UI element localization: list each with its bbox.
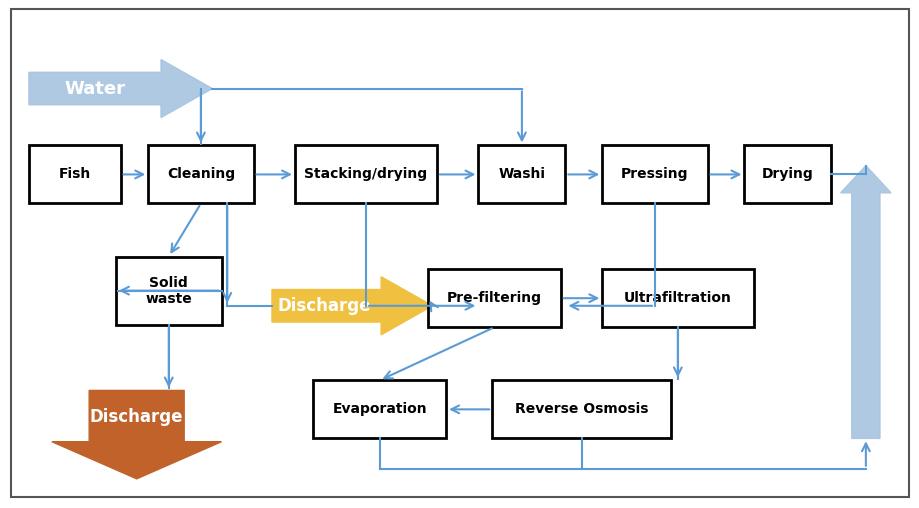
Text: Pressing: Pressing xyxy=(620,168,688,181)
Bar xyxy=(743,145,831,204)
Text: Solid
waste: Solid waste xyxy=(145,275,192,306)
Text: Fish: Fish xyxy=(59,168,91,181)
Bar xyxy=(28,145,120,204)
Text: Cleaning: Cleaning xyxy=(166,168,234,181)
Bar xyxy=(295,145,437,204)
Polygon shape xyxy=(272,277,432,335)
Polygon shape xyxy=(51,391,221,479)
Text: Pre-filtering: Pre-filtering xyxy=(447,291,541,305)
Bar xyxy=(312,380,446,438)
Bar xyxy=(602,269,753,327)
Text: Stacking/drying: Stacking/drying xyxy=(304,168,427,181)
Text: Discharge: Discharge xyxy=(90,408,183,426)
Polygon shape xyxy=(840,166,891,438)
Bar xyxy=(148,145,254,204)
Text: Discharge: Discharge xyxy=(278,297,370,315)
Bar xyxy=(478,145,565,204)
Text: Washi: Washi xyxy=(498,168,545,181)
Text: Water: Water xyxy=(64,80,125,98)
Polygon shape xyxy=(28,59,212,117)
Bar xyxy=(116,257,221,325)
Text: Ultrafiltration: Ultrafiltration xyxy=(623,291,731,305)
Bar xyxy=(602,145,707,204)
Text: Evaporation: Evaporation xyxy=(332,402,426,417)
Text: Reverse Osmosis: Reverse Osmosis xyxy=(515,402,648,417)
Bar xyxy=(427,269,561,327)
Text: Drying: Drying xyxy=(761,168,813,181)
Bar xyxy=(492,380,670,438)
